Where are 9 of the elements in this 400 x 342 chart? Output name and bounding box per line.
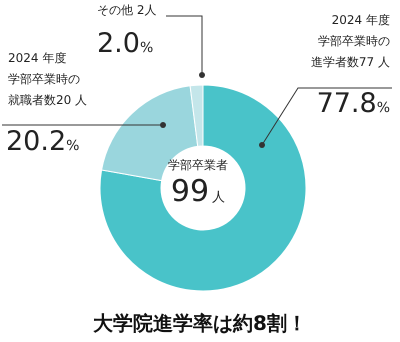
donut-slice: [100, 84, 306, 292]
slice-label: 2024 年度学部卒業時の就職者数20 人: [8, 51, 88, 107]
data-label: 2.0%: [97, 28, 154, 59]
text: 学部卒業者: [168, 158, 228, 172]
data-label: 20.2%: [6, 126, 80, 157]
text: 大学院進学率は約8割！: [93, 311, 307, 335]
data-label: 77.8%: [316, 88, 390, 119]
slice-label: その他 2人: [97, 3, 156, 17]
slice-label: 2024 年度学部卒業時の進学者数77 人: [310, 13, 390, 69]
